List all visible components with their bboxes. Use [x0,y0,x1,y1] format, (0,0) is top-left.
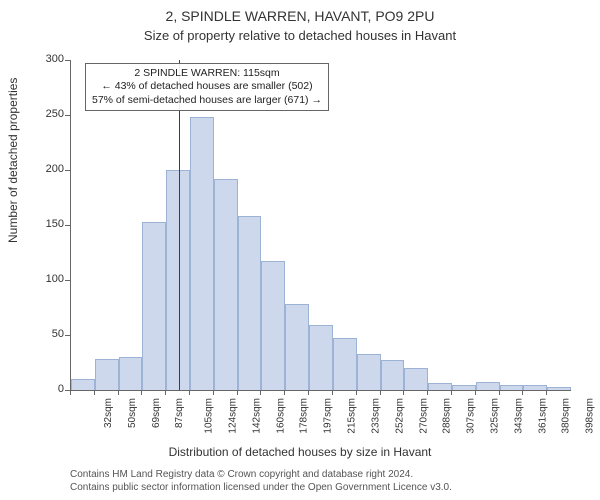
x-tick-label: 380sqm [561,398,572,434]
histogram-bar [333,338,357,390]
x-tick-mark [308,390,309,395]
x-tick-label: 325sqm [490,398,501,434]
histogram-bar [428,383,452,390]
y-tick-mark [65,170,70,171]
y-tick-mark [65,115,70,116]
x-tick-mark [451,390,452,395]
histogram-bar [95,359,119,390]
y-tick-label: 0 [34,383,64,395]
x-tick-mark [70,390,71,395]
x-tick-label: 361sqm [537,398,548,434]
x-tick-label: 124sqm [228,398,239,434]
x-tick-label: 270sqm [418,398,429,434]
x-tick-mark [94,390,95,395]
y-tick-label: 100 [34,273,64,285]
y-tick-label: 250 [34,108,64,120]
x-tick-label: 32sqm [103,398,114,428]
histogram-bar [119,357,143,390]
annotation-line: 57% of semi-detached houses are larger (… [92,94,322,107]
x-tick-mark [165,390,166,395]
histogram-bar [404,368,428,390]
x-tick-label: 398sqm [585,398,596,434]
x-tick-label: 160sqm [275,398,286,434]
chart-title: 2, SPINDLE WARREN, HAVANT, PO9 2PU [0,8,600,24]
credits-line-2: Contains public sector information licen… [70,481,452,494]
x-tick-mark [546,390,547,395]
histogram-bar [214,179,238,390]
histogram-bar [309,325,333,390]
x-tick-label: 252sqm [394,398,405,434]
histogram-bar [523,385,547,391]
y-tick-mark [65,335,70,336]
x-tick-mark [380,390,381,395]
histogram-bar [357,354,381,390]
credits-line-1: Contains HM Land Registry data © Crown c… [70,468,452,481]
histogram-bar [285,304,309,390]
credits: Contains HM Land Registry data © Crown c… [70,468,452,494]
histogram-bar [238,216,262,390]
x-tick-mark [427,390,428,395]
x-tick-label: 233sqm [370,398,381,434]
y-tick-mark [65,280,70,281]
x-tick-label: 288sqm [442,398,453,434]
y-tick-label: 50 [34,328,64,340]
histogram-bar [500,385,524,391]
histogram-bar [71,379,95,390]
y-tick-label: 200 [34,163,64,175]
y-tick-mark [65,60,70,61]
x-tick-label: 69sqm [151,398,162,428]
y-axis-label: Number of detached properties [6,78,20,243]
x-tick-mark [260,390,261,395]
histogram-bar [452,385,476,391]
histogram-bar [261,261,285,390]
x-tick-mark [522,390,523,395]
x-tick-mark [213,390,214,395]
x-tick-mark [237,390,238,395]
histogram-bar [381,360,405,390]
histogram-bar [476,382,500,390]
x-tick-mark [403,390,404,395]
x-tick-mark [118,390,119,395]
x-tick-label: 50sqm [127,398,138,428]
x-tick-label: 307sqm [466,398,477,434]
y-tick-label: 300 [34,53,64,65]
x-tick-label: 215sqm [347,398,358,434]
x-tick-label: 178sqm [299,398,310,434]
y-tick-mark [65,225,70,226]
x-tick-mark [332,390,333,395]
histogram-bar [547,387,571,390]
x-tick-mark [284,390,285,395]
annotation-box: 2 SPINDLE WARREN: 115sqm← 43% of detache… [85,63,329,110]
x-tick-mark [141,390,142,395]
annotation-line: ← 43% of detached houses are smaller (50… [92,80,322,93]
x-tick-mark [189,390,190,395]
x-tick-mark [499,390,500,395]
x-tick-mark [475,390,476,395]
histogram-bar [142,222,166,390]
chart-subtitle: Size of property relative to detached ho… [0,28,600,43]
x-tick-label: 87sqm [174,398,185,428]
x-axis-label: Distribution of detached houses by size … [0,445,600,459]
annotation-line: 2 SPINDLE WARREN: 115sqm [92,67,322,80]
x-tick-label: 343sqm [513,398,524,434]
y-tick-label: 150 [34,218,64,230]
histogram-bar [190,117,214,390]
x-tick-label: 142sqm [251,398,262,434]
histogram-bar [166,170,190,390]
x-tick-mark [356,390,357,395]
x-tick-label: 105sqm [204,398,215,434]
x-tick-label: 197sqm [323,398,334,434]
